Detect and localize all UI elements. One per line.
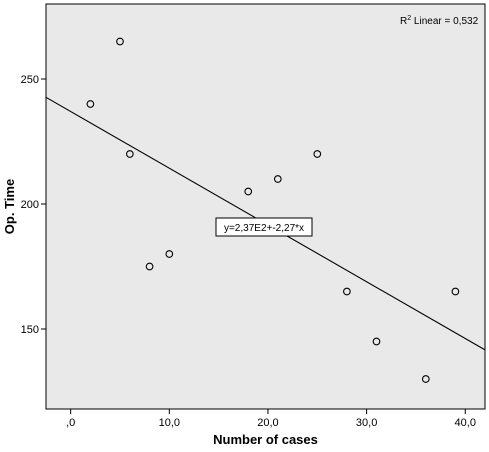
x-axis-title: Number of cases	[213, 432, 318, 447]
scatter-point	[244, 187, 253, 196]
fit-equation-label: y=2,37E2+-2,27*x	[224, 223, 304, 234]
scatter-point	[451, 287, 460, 296]
y-axis-title: Op. Time	[2, 179, 17, 234]
x-tick-label: 40,0	[455, 417, 476, 429]
y-tick-label: 150	[21, 324, 39, 336]
scatter-point	[116, 37, 124, 46]
x-tick-label: 20,0	[257, 417, 278, 429]
scatter-point	[86, 100, 95, 108]
x-tick-label: 30,0	[356, 417, 377, 429]
y-tick-label: 200	[21, 199, 39, 211]
scatter-point	[273, 175, 282, 183]
scatter-point	[126, 150, 134, 158]
scatter-point	[421, 375, 430, 383]
equation-box	[215, 217, 313, 237]
scatter-point	[165, 250, 174, 258]
scatter-point	[343, 287, 351, 296]
r2-label: R2 Linear = 0,532	[400, 15, 479, 27]
plot-area	[45, 3, 486, 410]
y-tick-label: 250	[21, 74, 39, 86]
scatter-point	[372, 337, 381, 346]
scatter-point	[145, 262, 154, 271]
scatter-point	[313, 150, 322, 158]
x-tick-label: 10,0	[159, 417, 180, 429]
x-tick-label: ,0	[66, 417, 75, 429]
